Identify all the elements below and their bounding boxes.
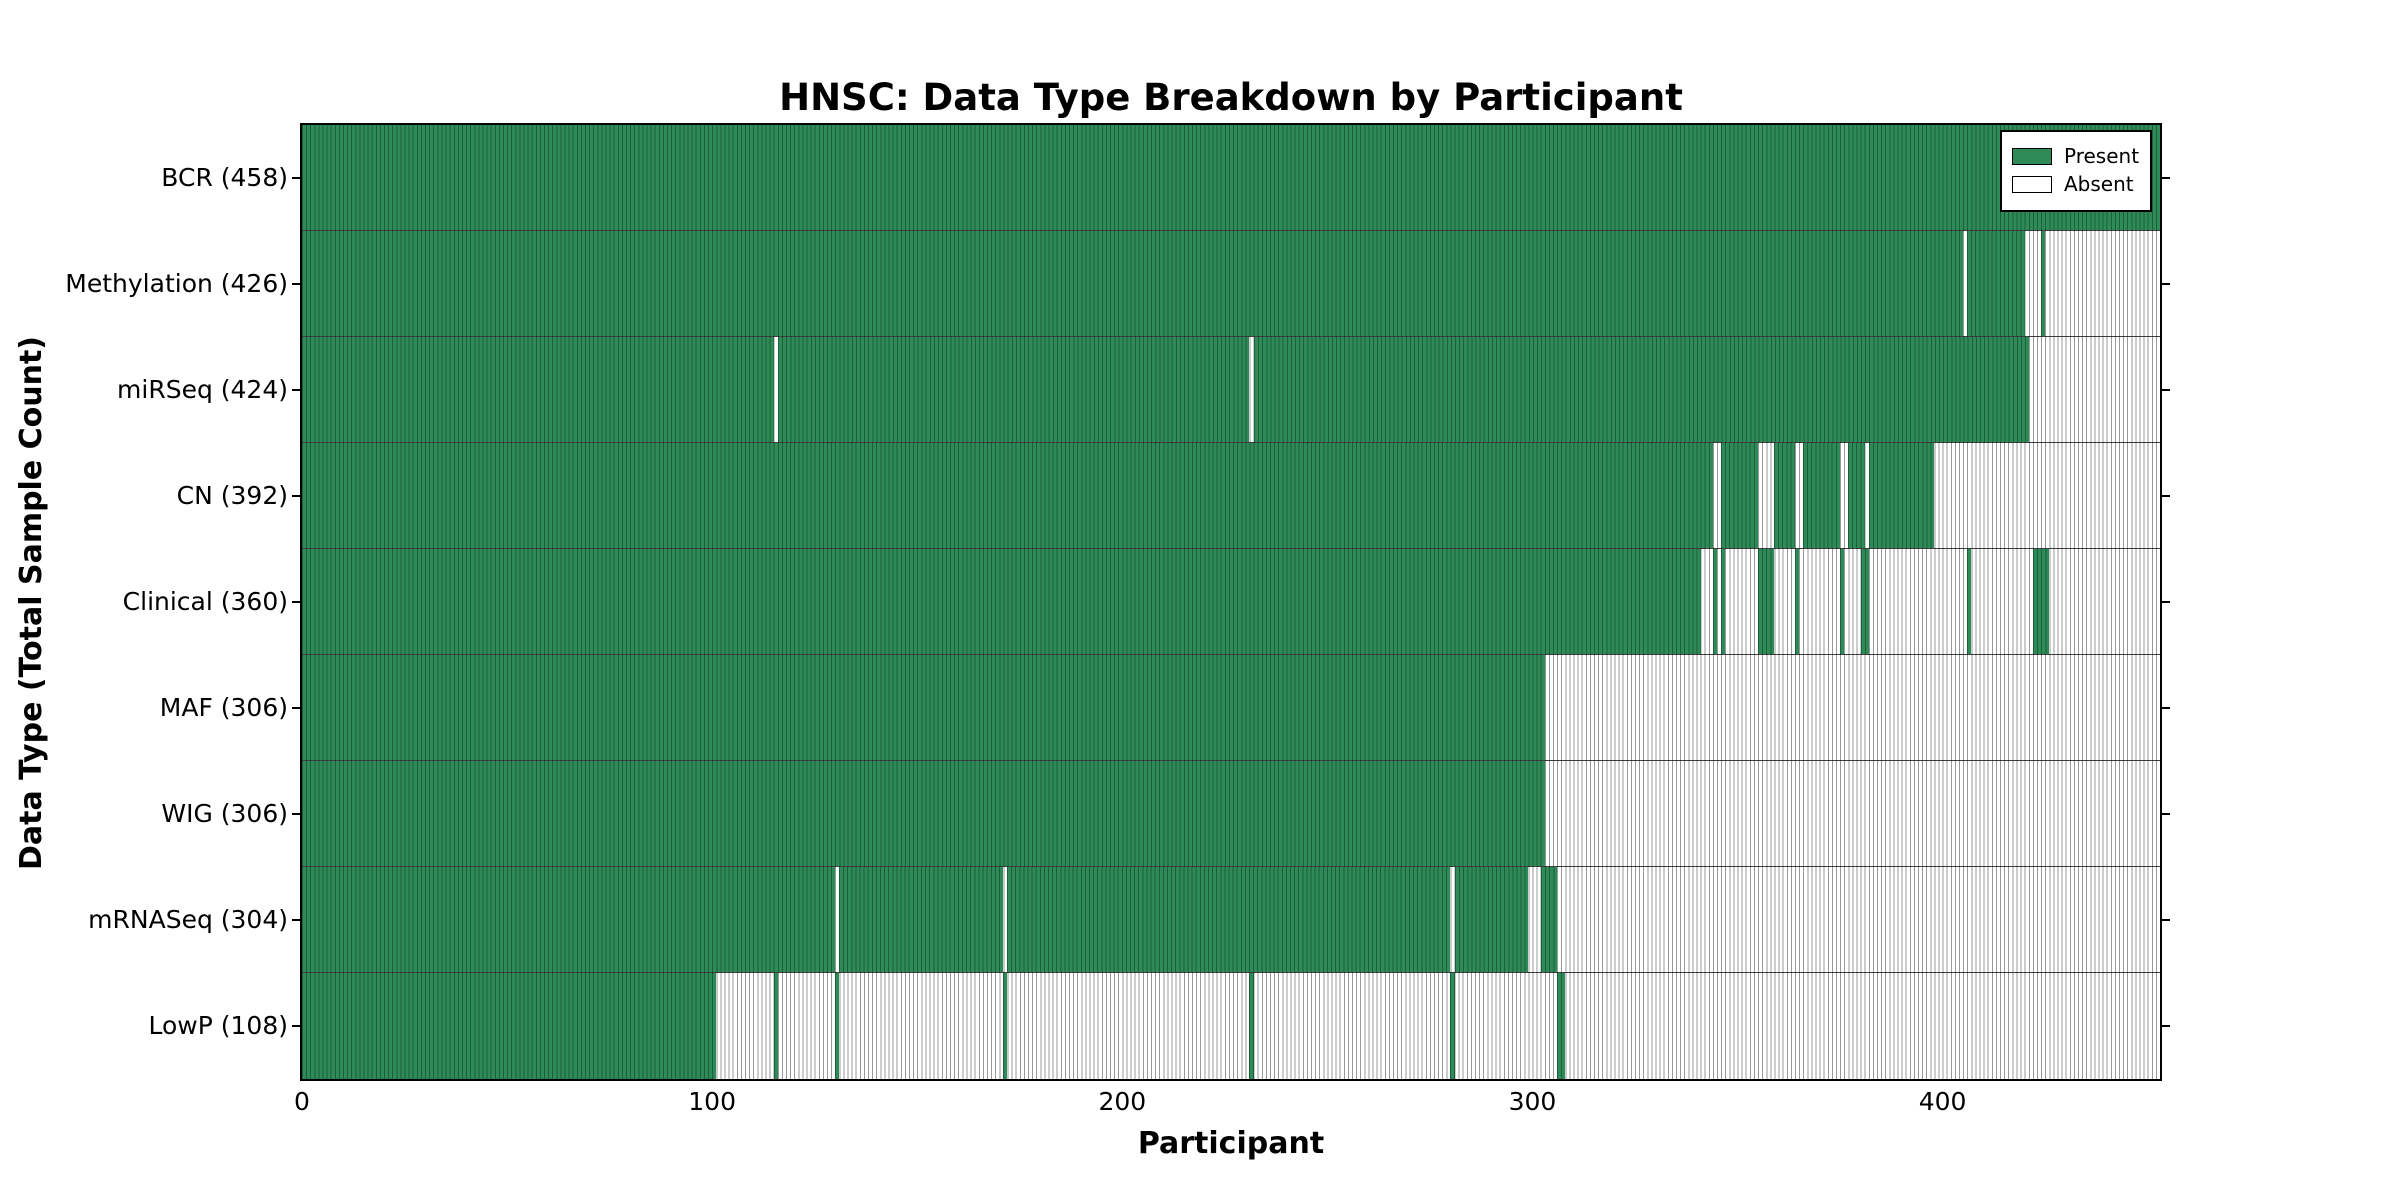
present-segment: [1249, 973, 1254, 1079]
present-segment: [302, 973, 717, 1079]
row-label-BCR: BCR (458): [161, 163, 288, 192]
present-segment: [777, 337, 1250, 442]
x-tick-label-200: 200: [1098, 1087, 1147, 1116]
chart-title: HNSC: Data Type Breakdown by Participant: [779, 76, 1683, 119]
present-segment: [1454, 867, 1529, 972]
row-label-LowP: LowP (108): [148, 1011, 288, 1040]
present-segment: [1860, 549, 1869, 654]
y-tick-mark: [2162, 389, 2170, 391]
present-segment: [1540, 867, 1558, 972]
present-segment: [302, 761, 1545, 866]
y-tick-mark: [2162, 813, 2170, 815]
present-segment: [302, 549, 1701, 654]
row-label-mRNASeq: mRNASeq (304): [88, 905, 288, 934]
y-tick-mark: [292, 283, 300, 285]
present-segment: [1774, 443, 1795, 548]
present-segment: [302, 655, 1545, 760]
present-segment: [1868, 443, 1935, 548]
y-tick-mark: [292, 1025, 300, 1027]
matrix-row-mRNASeq: [302, 867, 2160, 973]
y-tick-mark: [2162, 601, 2170, 603]
present-segment: [302, 125, 2160, 230]
present-segment: [835, 973, 840, 1079]
legend-entry-present: Present: [2012, 144, 2140, 168]
matrix-row-Clinical: [302, 549, 2160, 655]
present-segment: [1721, 443, 1759, 548]
present-segment: [1253, 337, 2029, 442]
x-tick-label-300: 300: [1508, 1087, 1557, 1116]
legend-swatch-absent: [2012, 175, 2052, 193]
y-tick-mark: [2162, 1025, 2170, 1027]
present-segment: [302, 867, 836, 972]
present-segment: [1967, 231, 2025, 336]
y-tick-mark: [2162, 283, 2170, 285]
present-segment: [1557, 973, 1566, 1079]
legend-swatch-present: [2012, 147, 2052, 165]
legend: Present Absent: [2000, 130, 2152, 212]
present-segment: [1721, 549, 1726, 654]
present-segment: [773, 973, 778, 1079]
matrix-row-CN: [302, 443, 2160, 549]
y-tick-mark: [2162, 919, 2170, 921]
matrix-row-miRSeq: [302, 337, 2160, 443]
y-tick-mark: [292, 707, 300, 709]
present-segment: [302, 231, 1964, 336]
row-label-WIG: WIG (306): [161, 799, 288, 828]
x-tick-label-0: 0: [294, 1087, 310, 1116]
row-label-MAF: MAF (306): [159, 693, 288, 722]
present-segment: [1758, 549, 1775, 654]
y-tick-mark: [292, 177, 300, 179]
matrix-row-LowP: [302, 973, 2160, 1079]
y-tick-mark: [292, 601, 300, 603]
matrix-row-WIG: [302, 761, 2160, 867]
row-label-Methylation: Methylation (426): [65, 269, 288, 298]
row-label-CN: CN (392): [176, 481, 288, 510]
present-segment: [1794, 549, 1800, 654]
y-tick-mark: [2162, 495, 2170, 497]
matrix-row-MAF: [302, 655, 2160, 761]
y-tick-mark: [2162, 707, 2170, 709]
legend-label-absent: Absent: [2064, 172, 2134, 196]
present-segment: [1967, 549, 1972, 654]
present-segment: [2041, 231, 2046, 336]
matrix-row-Methylation: [302, 231, 2160, 337]
matrix-rows: [302, 125, 2160, 1079]
matrix-row-BCR: [302, 125, 2160, 231]
y-tick-mark: [292, 495, 300, 497]
legend-entry-absent: Absent: [2012, 172, 2140, 196]
present-segment: [302, 337, 774, 442]
y-tick-mark: [292, 919, 300, 921]
y-tick-mark: [2162, 177, 2170, 179]
present-segment: [1848, 443, 1865, 548]
present-segment: [839, 867, 1004, 972]
legend-label-present: Present: [2064, 144, 2140, 168]
x-tick-label-100: 100: [688, 1087, 736, 1116]
row-label-Clinical: Clinical (360): [122, 587, 288, 616]
present-segment: [1007, 867, 1451, 972]
present-segment: [1450, 973, 1455, 1079]
x-axis-label: Participant: [1137, 1126, 1325, 1161]
plot-area: Present Absent: [300, 123, 2162, 1081]
present-segment: [1840, 549, 1845, 654]
present-segment: [1003, 973, 1008, 1079]
present-segment: [1803, 443, 1841, 548]
x-tick-label-400: 400: [1918, 1087, 1967, 1116]
present-segment: [2032, 549, 2050, 654]
present-segment: [302, 443, 1713, 548]
present-segment: [1712, 549, 1718, 654]
y-tick-mark: [292, 813, 300, 815]
row-label-miRSeq: miRSeq (424): [117, 375, 288, 404]
y-tick-mark: [292, 389, 300, 391]
